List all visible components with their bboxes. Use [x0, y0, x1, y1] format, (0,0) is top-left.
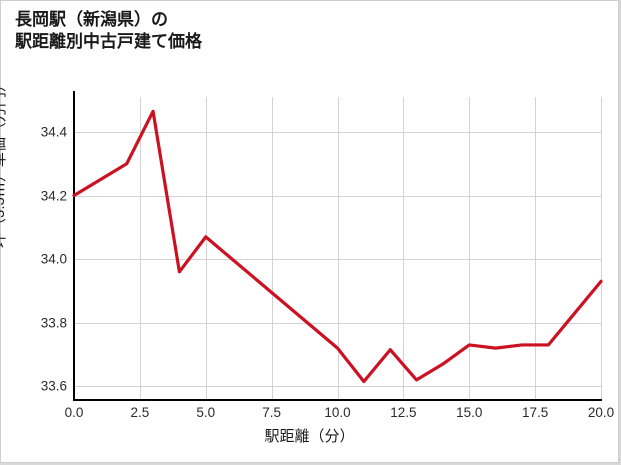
x-axis-tick-label: 2.5 — [130, 405, 150, 420]
plot-area — [72, 91, 603, 401]
x-axis-tick-label: 5.0 — [196, 405, 216, 420]
gridline-vertical — [535, 97, 537, 399]
y-axis-tick-label: 34.4 — [40, 124, 67, 140]
x-axis-label: 駅距離（分） — [264, 428, 355, 445]
y-axis-label: 坪（3.3㎡）単価（万円） — [0, 77, 8, 248]
x-axis-line — [73, 399, 602, 401]
gridline-vertical — [601, 97, 602, 399]
y-axis-line — [73, 91, 75, 399]
x-axis-tick-label: 20.0 — [587, 405, 615, 420]
x-axis-tick-label: 12.5 — [390, 405, 417, 420]
x-axis-tick-label: 10.0 — [324, 405, 351, 420]
gridline-vertical — [403, 97, 405, 399]
data-line-series — [72, 109, 603, 384]
gridline-vertical — [469, 97, 471, 399]
chart-title: 長岡駅（新潟県）の 駅距離別中古戸建て価格 — [15, 10, 202, 52]
x-axis-tick-label: 15.0 — [456, 405, 483, 420]
x-axis-tick-label: 7.5 — [262, 405, 282, 420]
y-axis-tick-label: 33.8 — [40, 315, 67, 331]
y-axis-tick-label: 34.2 — [40, 188, 67, 204]
gridline-vertical — [271, 97, 273, 399]
gridline-vertical — [139, 97, 141, 399]
x-axis-tick-label: 0.0 — [64, 405, 84, 420]
y-axis-tick-label: 34.0 — [40, 251, 67, 267]
gridline-vertical — [337, 97, 339, 399]
gridline-vertical — [205, 97, 207, 399]
x-axis-tick-label: 17.5 — [521, 405, 549, 420]
y-axis-tick-label: 33.6 — [40, 378, 67, 394]
grid-lines — [74, 97, 602, 399]
